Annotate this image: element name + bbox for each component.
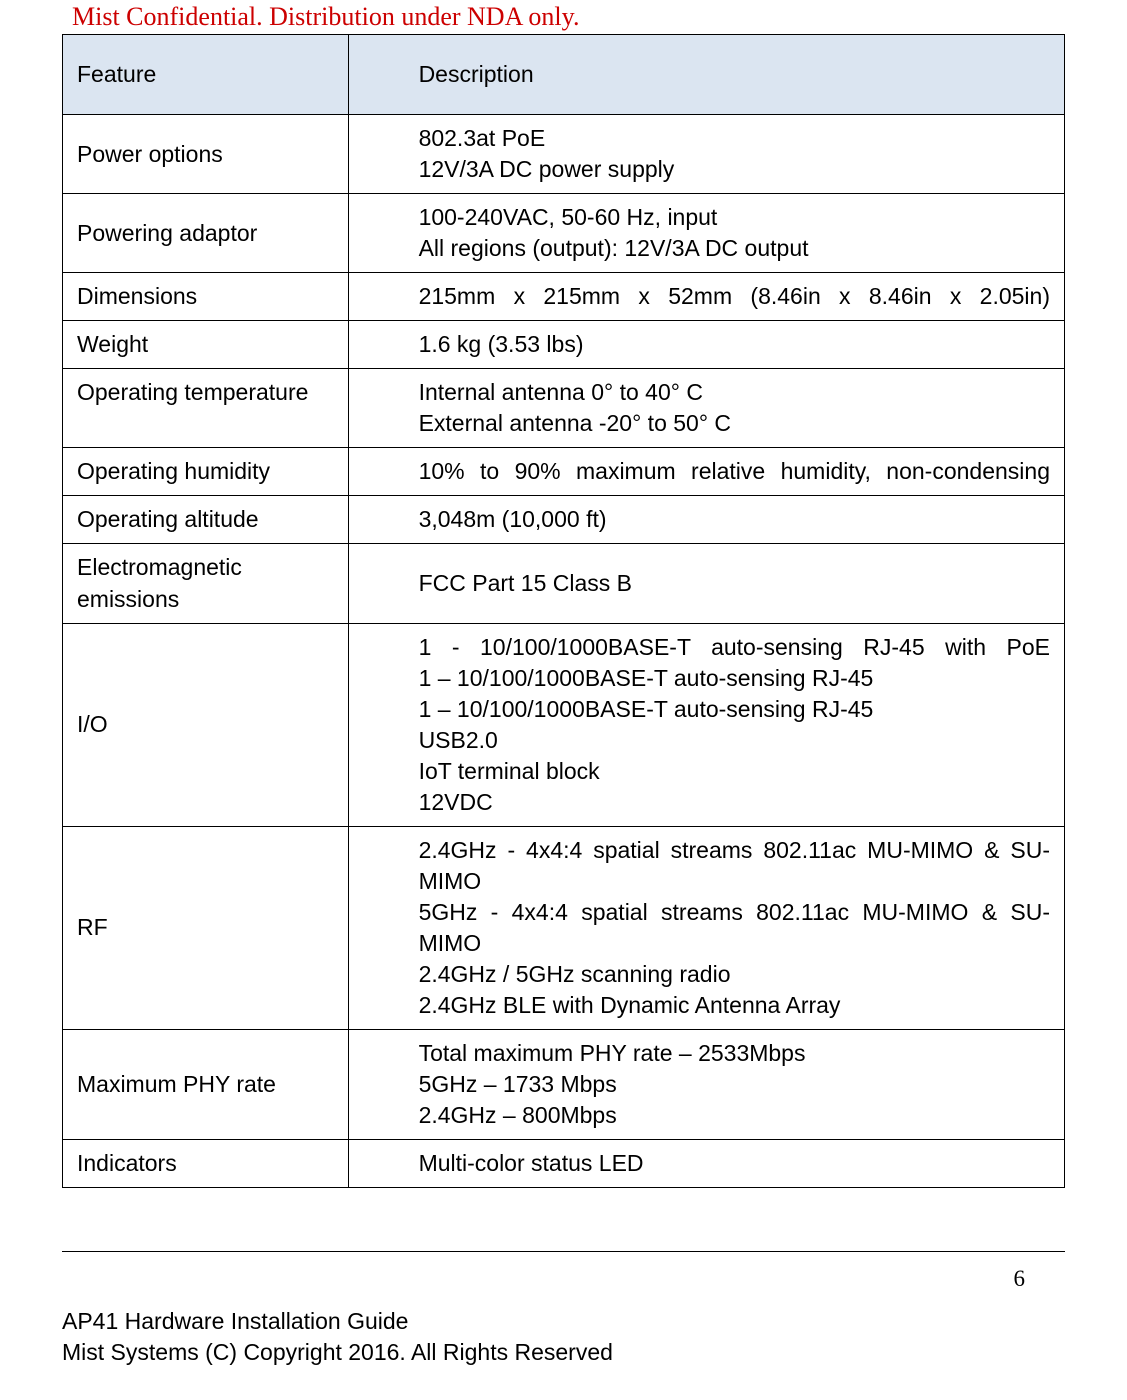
description-line: 10% to 90% maximum relative humidity, no… [419, 456, 1050, 487]
description-line: 12VDC [419, 787, 1050, 818]
description-cell: 1.6 kg (3.53 lbs) [348, 321, 1064, 369]
table-row: Operating temperatureInternal antenna 0°… [63, 369, 1065, 448]
description-line: 1.6 kg (3.53 lbs) [419, 329, 1050, 360]
table-row: Power options802.3at PoE12V/3A DC power … [63, 115, 1065, 194]
description-line: 100-240VAC, 50-60 Hz, input [419, 202, 1050, 233]
description-line: 5GHz – 1733 Mbps [419, 1069, 1050, 1100]
description-line: 2.4GHz - 4x4:4 spatial streams 802.11ac … [419, 835, 1050, 897]
table-row: RF 2.4GHz - 4x4:4 spatial streams 802.11a… [63, 826, 1065, 1029]
description-cell: 802.3at PoE12V/3A DC power supply [348, 115, 1064, 194]
description-line: 2.4GHz / 5GHz scanning radio [419, 959, 1050, 990]
feature-cell: Dimensions [63, 273, 349, 321]
description-line: 2.4GHz BLE with Dynamic Antenna Array [419, 990, 1050, 1021]
table-row: Electromagnetic emissions FCC Part 15 Cla… [63, 544, 1065, 623]
description-cell: Internal antenna 0° to 40° CExternal ant… [348, 369, 1064, 448]
description-line: Total maximum PHY rate – 2533Mbps [419, 1038, 1050, 1069]
feature-cell: Weight [63, 321, 349, 369]
description-cell: 2.4GHz - 4x4:4 spatial streams 802.11ac … [348, 826, 1064, 1029]
description-line: Multi-color status LED [419, 1148, 1050, 1179]
table-row: Operating altitude 3,048m (10,000 ft) [63, 496, 1065, 544]
confidential-notice: Mist Confidential. Distribution under ND… [72, 2, 1065, 32]
feature-cell: Powering adaptor [63, 194, 349, 273]
table-row: I/O 1 - 10/100/1000BASE-T auto-sensing RJ… [63, 623, 1065, 826]
table-row: Weight 1.6 kg (3.53 lbs) [63, 321, 1065, 369]
description-line: 1 – 10/100/1000BASE-T auto-sensing RJ-45 [419, 694, 1050, 725]
feature-cell: Operating humidity [63, 448, 349, 496]
description-line: USB2.0 [419, 725, 1050, 756]
footer-rule [62, 1251, 1065, 1252]
description-line: 5GHz - 4x4:4 spatial streams 802.11ac MU… [419, 897, 1050, 959]
description-cell: 215mm x 215mm x 52mm (8.46in x 8.46in x … [348, 273, 1064, 321]
feature-cell: Operating altitude [63, 496, 349, 544]
table-header-row: Feature Description [63, 35, 1065, 115]
description-line: Internal antenna 0° to 40° C [419, 377, 1050, 408]
feature-cell: Operating temperature [63, 369, 349, 448]
description-line: 3,048m (10,000 ft) [419, 504, 1050, 535]
description-cell: Total maximum PHY rate – 2533Mbps5GHz – … [348, 1030, 1064, 1140]
description-line: All regions (output): 12V/3A DC output [419, 233, 1050, 264]
feature-cell: RF [63, 826, 349, 1029]
description-line: 215mm x 215mm x 52mm (8.46in x 8.46in x … [419, 281, 1050, 312]
description-cell: 100-240VAC, 50-60 Hz, inputAll regions (… [348, 194, 1064, 273]
feature-cell: Electromagnetic emissions [63, 544, 349, 623]
table-row: Operating humidity 10% to 90% maximum rel… [63, 448, 1065, 496]
footer-title: AP41 Hardware Installation Guide [62, 1306, 1065, 1337]
spec-table: Feature Description Power options802.3at… [62, 34, 1065, 1188]
description-cell: 1 - 10/100/1000BASE-T auto-sensing RJ-45… [348, 623, 1064, 826]
page-number: 6 [62, 1266, 1065, 1292]
feature-cell: Maximum PHY rate [63, 1030, 349, 1140]
table-row: Maximum PHY rateTotal maximum PHY rate –… [63, 1030, 1065, 1140]
footer-copyright: Mist Systems (C) Copyright 2016. All Rig… [62, 1337, 1065, 1368]
page-footer: 6 AP41 Hardware Installation Guide Mist … [62, 1251, 1065, 1368]
description-line: IoT terminal block [419, 756, 1050, 787]
description-line: 2.4GHz – 800Mbps [419, 1100, 1050, 1131]
description-line: External antenna -20° to 50° C [419, 408, 1050, 439]
table-row: Indicators Multi-color status LED [63, 1140, 1065, 1188]
description-line: 12V/3A DC power supply [419, 154, 1050, 185]
description-cell: Multi-color status LED [348, 1140, 1064, 1188]
column-header-description: Description [348, 35, 1064, 115]
description-cell: 3,048m (10,000 ft) [348, 496, 1064, 544]
description-cell: FCC Part 15 Class B [348, 544, 1064, 623]
description-cell: 10% to 90% maximum relative humidity, no… [348, 448, 1064, 496]
description-line: 802.3at PoE [419, 123, 1050, 154]
description-line: 1 – 10/100/1000BASE-T auto-sensing RJ-45 [419, 663, 1050, 694]
column-header-feature: Feature [63, 35, 349, 115]
table-row: Powering adaptor100-240VAC, 50-60 Hz, in… [63, 194, 1065, 273]
feature-cell: Indicators [63, 1140, 349, 1188]
description-line: FCC Part 15 Class B [419, 568, 1050, 599]
feature-cell: Power options [63, 115, 349, 194]
feature-cell: I/O [63, 623, 349, 826]
table-row: Dimensions 215mm x 215mm x 52mm (8.46in x… [63, 273, 1065, 321]
description-line: 1 - 10/100/1000BASE-T auto-sensing RJ-45… [419, 632, 1050, 663]
